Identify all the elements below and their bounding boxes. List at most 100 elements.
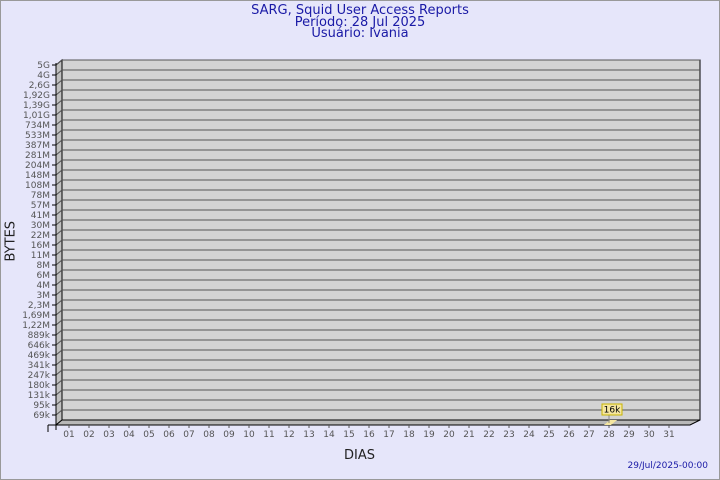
gridline-side [55, 339, 63, 346]
x-tick-label: 19 [423, 430, 435, 440]
x-tick-label: 29 [623, 430, 635, 440]
y-tick-label: 22M [31, 231, 50, 241]
gridline-side [55, 69, 63, 76]
x-tick-label: 08 [203, 430, 215, 440]
x-tick-label: 05 [143, 430, 154, 440]
x-tick-label: 07 [183, 430, 194, 440]
y-axis-title: BYTES [3, 220, 19, 262]
y-tick-label: 4G [37, 71, 50, 81]
gridline-side [55, 329, 63, 336]
y-tick-label: 1,39G [23, 101, 50, 111]
y-tick-label: 3M [37, 291, 51, 301]
y-tick-label: 6M [37, 271, 51, 281]
gridline-side [55, 229, 63, 236]
y-tick-label: 1,01G [23, 111, 50, 121]
floor [54, 419, 701, 426]
y-tick-label: 1,69M [22, 311, 50, 321]
x-tick-label: 09 [223, 430, 235, 440]
x-tick-label: 15 [343, 430, 354, 440]
x-tick-label: 18 [403, 430, 415, 440]
y-tick-label: 69k [33, 411, 50, 421]
gridline-side [55, 99, 63, 106]
y-tick-label: 148M [25, 171, 50, 181]
gridline-side [55, 129, 63, 136]
y-tick-label: 646k [28, 341, 51, 351]
x-tick-label: 10 [243, 430, 255, 440]
y-tick-label: 108M [25, 181, 50, 191]
gridline-side [55, 319, 63, 326]
y-tick-label: 281M [25, 151, 50, 161]
gridline-side [55, 259, 63, 266]
gridline-side [55, 349, 63, 356]
gridline-side [55, 409, 63, 416]
x-tick-label: 27 [583, 430, 594, 440]
gridline-side [55, 389, 63, 396]
y-tick-label: 180k [28, 381, 51, 391]
x-tick-label: 21 [463, 430, 474, 440]
y-tick-label: 57M [31, 201, 50, 211]
y-tick-label: 5G [37, 61, 50, 71]
gridline-side [55, 139, 63, 146]
gridline-side [55, 239, 63, 246]
gridline-side [55, 279, 63, 286]
gridline-side [55, 109, 63, 116]
gridline-side [55, 179, 63, 186]
y-tick-label: 1,92G [23, 91, 50, 101]
gridline-side [55, 119, 63, 126]
y-tick-label: 131k [28, 391, 51, 401]
x-tick-label: 03 [103, 430, 114, 440]
gridline-side [55, 149, 63, 156]
x-tick-label: 02 [83, 430, 94, 440]
chart-title: SARG, Squid User Access Reports [251, 3, 469, 18]
y-tick-label: 16M [31, 241, 50, 251]
x-tick-label: 01 [63, 430, 74, 440]
x-tick-label: 04 [123, 430, 135, 440]
x-tick-label: 20 [443, 430, 455, 440]
generated-timestamp: 29/Jul/2025-00:00 [627, 461, 708, 471]
x-tick-label: 28 [603, 430, 615, 440]
gridline-side [55, 369, 63, 376]
gridline-side [55, 399, 63, 406]
gridline-side [55, 219, 63, 226]
y-tick-label: 533M [25, 131, 50, 141]
x-tick-label: 16 [363, 430, 375, 440]
y-tick-label: 469k [28, 351, 51, 361]
y-tick-label: 41M [31, 211, 50, 221]
y-tick-label: 387M [25, 141, 50, 151]
x-tick-label: 30 [643, 430, 655, 440]
y-tick-label: 11M [31, 251, 50, 261]
gridline-side [55, 159, 63, 166]
chart-period: Período: 28 Jul 2025 [294, 15, 426, 30]
x-tick-label: 12 [283, 430, 294, 440]
y-tick-label: 734M [25, 121, 50, 131]
gridline-side [55, 299, 63, 306]
gridline-side [55, 59, 63, 66]
gridline-side [55, 359, 63, 366]
x-tick-label: 25 [543, 430, 554, 440]
gridline-side [55, 289, 63, 296]
x-tick-label: 24 [523, 430, 535, 440]
x-tick-label: 31 [663, 430, 674, 440]
gridline-side [55, 79, 63, 86]
chart-user: Usuário: Ivania [311, 26, 409, 41]
y-tick-label: 4M [37, 281, 51, 291]
y-tick-label: 247k [28, 371, 51, 381]
gridline-side [55, 309, 63, 316]
y-tick-label: 1,22M [22, 321, 50, 331]
x-tick-label: 06 [163, 430, 175, 440]
y-tick-label: 95k [33, 401, 50, 411]
data-label-box [601, 403, 623, 416]
y-tick-label: 204M [25, 161, 50, 171]
x-tick-label: 23 [503, 430, 514, 440]
gridline-side [55, 379, 63, 386]
x-tick-label: 17 [383, 430, 394, 440]
y-tick-label: 30M [31, 221, 50, 231]
y-tick-label: 889k [28, 331, 51, 341]
gridline-side [55, 189, 63, 196]
y-tick-label: 2,3M [28, 301, 50, 311]
gridline-side [55, 199, 63, 206]
x-tick-label: 14 [323, 430, 335, 440]
y-tick-label: 2,6G [29, 81, 50, 91]
y-tick-label: 78M [31, 191, 50, 201]
